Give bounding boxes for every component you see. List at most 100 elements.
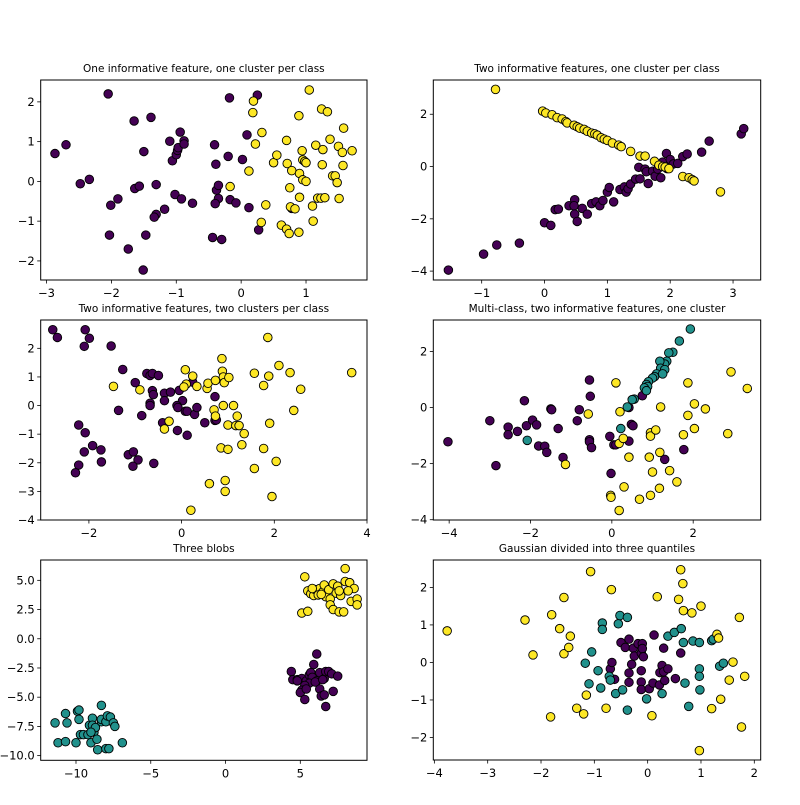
data-point — [604, 182, 615, 193]
x-tick-label: −1 — [473, 286, 490, 300]
data-point — [678, 637, 689, 648]
data-point — [207, 232, 218, 243]
y-tick-label: 2 — [27, 341, 34, 355]
data-point — [129, 116, 139, 126]
data-point — [585, 566, 596, 577]
data-point — [170, 189, 180, 200]
data-point — [311, 140, 321, 150]
data-point — [309, 659, 319, 670]
x-tick-label: 2 — [667, 286, 674, 300]
data-point — [675, 648, 686, 658]
data-point — [586, 647, 597, 657]
y-tick-label: 0 — [27, 174, 34, 188]
x-tick-label: 1 — [697, 766, 704, 780]
data-point — [317, 159, 327, 170]
data-point — [113, 194, 123, 204]
data-point — [512, 426, 523, 437]
data-point — [92, 734, 102, 745]
data-point — [490, 84, 501, 95]
data-point — [338, 160, 348, 171]
data-point — [676, 623, 686, 634]
data-point — [571, 703, 582, 713]
data-point — [601, 703, 611, 713]
data-point — [213, 180, 224, 191]
data-point — [110, 721, 120, 732]
subplot-title: Multi-class, two informative features, o… — [469, 303, 727, 315]
y-tick-label: 1 — [420, 618, 427, 632]
data-point — [652, 592, 663, 602]
data-point — [739, 671, 750, 682]
data-point — [620, 642, 631, 653]
data-point — [338, 607, 349, 617]
data-point — [104, 230, 115, 240]
data-point — [647, 467, 658, 477]
data-point — [307, 201, 318, 211]
data-point — [520, 615, 530, 625]
y-tick-label: −1 — [410, 693, 427, 707]
data-point — [267, 491, 277, 502]
x-tick-label: −10 — [64, 766, 88, 780]
data-point — [742, 383, 753, 394]
data-point — [545, 712, 556, 722]
data-point — [80, 324, 90, 335]
data-point — [303, 606, 313, 617]
x-tick-label: −2 — [103, 286, 120, 300]
data-point — [271, 456, 281, 467]
data-point — [664, 348, 674, 358]
data-point — [346, 367, 357, 378]
data-point — [583, 409, 594, 419]
y-tick-label: 2 — [27, 95, 34, 109]
data-point — [286, 666, 297, 677]
scatter-points — [442, 565, 750, 756]
data-point — [694, 745, 705, 756]
y-tick-label: −4 — [18, 513, 35, 527]
data-point — [316, 589, 326, 600]
data-point — [563, 642, 574, 653]
data-point — [687, 608, 697, 618]
data-point — [70, 468, 81, 478]
data-point — [210, 391, 220, 402]
data-point — [443, 265, 454, 275]
data-point — [294, 192, 305, 203]
data-point — [325, 134, 335, 144]
data-point — [619, 482, 629, 492]
data-point — [84, 174, 95, 185]
data-point — [694, 637, 705, 648]
data-point — [50, 148, 60, 159]
data-point — [584, 679, 594, 689]
data-point — [635, 174, 645, 184]
y-tick-label: −3 — [18, 484, 35, 498]
x-tick-label: 3 — [729, 286, 736, 300]
data-point — [641, 694, 652, 704]
data-point — [580, 658, 591, 668]
data-point — [320, 701, 331, 712]
data-point — [736, 722, 747, 732]
data-point — [217, 353, 227, 364]
data-point — [130, 377, 141, 388]
data-point — [106, 341, 116, 351]
data-point — [724, 675, 734, 685]
data-point — [613, 619, 624, 629]
x-tick-label: −4 — [441, 526, 458, 540]
scatter-points — [48, 324, 357, 516]
y-tick-label: −1 — [18, 427, 35, 441]
data-point — [672, 477, 682, 487]
x-tick-label: 1 — [604, 286, 611, 300]
data-point — [704, 136, 714, 146]
data-point — [103, 89, 113, 99]
data-point — [292, 676, 303, 686]
data-point — [521, 421, 532, 431]
data-point — [223, 420, 233, 430]
data-point — [628, 421, 638, 431]
subplot-title: One informative feature, one cluster per… — [83, 63, 325, 75]
data-point — [285, 183, 295, 193]
data-point — [734, 612, 745, 623]
data-point — [134, 181, 145, 191]
data-point — [514, 238, 525, 248]
data-point — [572, 415, 583, 426]
data-point — [286, 165, 297, 176]
data-point — [689, 399, 700, 409]
data-point — [655, 447, 665, 458]
data-point — [113, 405, 124, 416]
data-point — [625, 146, 636, 157]
